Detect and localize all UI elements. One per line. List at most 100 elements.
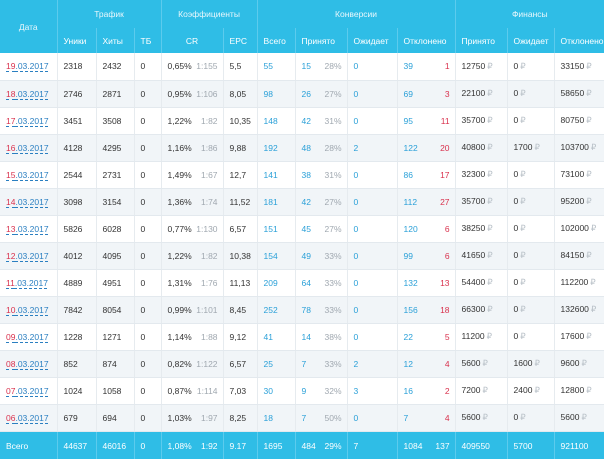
conv-rejected-cell: 16 2 <box>396 377 456 405</box>
conv-rejected-link[interactable]: 16 <box>403 385 414 396</box>
date-column-header[interactable]: Дата <box>0 0 57 53</box>
date-link[interactable]: 11.03.2017 <box>6 278 48 288</box>
conv-rejected-link[interactable]: 69 <box>403 88 414 99</box>
conv-accepted-link[interactable]: 64 <box>301 277 312 288</box>
conv-pending-link[interactable]: 0 <box>353 223 359 234</box>
conv-pending-cell: 0 <box>346 215 398 243</box>
conv-rejected-link[interactable]: 7 <box>403 412 409 423</box>
epc-value: 8,05 <box>229 88 247 99</box>
conv-pending-link[interactable]: 0 <box>353 304 359 315</box>
conv-total-link[interactable]: 181 <box>263 196 278 207</box>
conv-pending-link[interactable]: 0 <box>353 331 359 342</box>
conv-rejected-link[interactable]: 39 <box>403 61 414 72</box>
conv-rejected-link[interactable]: 22 <box>403 331 414 342</box>
conv-total-link[interactable]: 154 <box>263 250 278 261</box>
conv-rejected-link[interactable]: 132 <box>403 277 418 288</box>
conv-total-link[interactable]: 141 <box>263 169 278 180</box>
conv-pending-link[interactable]: 0 <box>353 196 359 207</box>
conv-total-link[interactable]: 98 <box>263 88 274 99</box>
date-link[interactable]: 12.03.2017 <box>6 251 49 261</box>
ruble-sign: ₽ <box>520 169 526 179</box>
uniq-column-header[interactable]: Уники <box>56 28 96 53</box>
conv-pending-link[interactable]: 0 <box>353 115 359 126</box>
conv-accepted-link[interactable]: 38 <box>301 169 312 180</box>
cr-ratio: 1:97 <box>200 412 218 423</box>
fin-rejected-column-header[interactable]: Отклонено <box>553 28 604 53</box>
fin-pending-column-header[interactable]: Ожидает <box>506 28 555 53</box>
conv-rejected-cell: 69 3 <box>396 80 456 108</box>
date-link[interactable]: 15.03.2017 <box>6 170 49 180</box>
conv-pending-link[interactable]: 2 <box>353 142 359 153</box>
conv-pending-link[interactable]: 0 <box>353 88 359 99</box>
date-cell: 19.03.2017 <box>0 53 57 81</box>
conv-accepted-link[interactable]: 9 <box>301 385 307 396</box>
conv-accepted-link[interactable]: 7 <box>301 358 307 369</box>
date-link[interactable]: 06.03.2017 <box>6 413 49 423</box>
cr-column-header[interactable]: CR <box>160 28 224 53</box>
conv-accepted-link[interactable]: 45 <box>301 223 312 234</box>
fin-accepted-column-header[interactable]: Принято <box>454 28 508 53</box>
coefficients-group-header: Коэффициенты <box>160 0 258 28</box>
hits-column-header[interactable]: Хиты <box>95 28 134 53</box>
conv-pending-link[interactable]: 2 <box>353 358 359 369</box>
conv-total-column-header[interactable]: Всего <box>256 28 296 53</box>
conv-accepted-column-header[interactable]: Принято <box>294 28 348 53</box>
conv-total-link[interactable]: 252 <box>263 304 278 315</box>
conv-accepted-link[interactable]: 49 <box>301 250 312 261</box>
date-link[interactable]: 08.03.2017 <box>6 359 49 369</box>
date-link[interactable]: 16.03.2017 <box>6 143 49 153</box>
conv-rejected-link[interactable]: 12 <box>403 358 414 369</box>
tb-value: 0 <box>140 385 146 396</box>
conv-accepted-pct: 33% <box>324 250 342 261</box>
conv-pending-link[interactable]: 0 <box>353 169 359 180</box>
conv-pending-link[interactable]: 0 <box>353 412 359 423</box>
date-link[interactable]: 10.03.2017 <box>6 305 49 315</box>
conv-rejected-link[interactable]: 95 <box>403 115 414 126</box>
date-link[interactable]: 13.03.2017 <box>6 224 49 234</box>
conv-total-link[interactable]: 41 <box>263 331 274 342</box>
conv-rejected-link[interactable]: 99 <box>403 250 414 261</box>
epc-cell: 8,25 <box>222 404 258 432</box>
conv-accepted-link[interactable]: 14 <box>301 331 312 342</box>
conv-total-link[interactable]: 209 <box>263 277 278 288</box>
conv-total-link[interactable]: 192 <box>263 142 278 153</box>
conv-rejected-count: 18 <box>440 304 450 315</box>
date-link[interactable]: 18.03.2017 <box>6 89 49 99</box>
date-month-year: .03.2017 <box>15 61 49 72</box>
conv-pending-link[interactable]: 0 <box>353 61 359 72</box>
date-link[interactable]: 17.03.2017 <box>6 116 49 126</box>
tb-column-header[interactable]: ТБ <box>133 28 162 53</box>
date-link[interactable]: 19.03.2017 <box>6 61 49 71</box>
conv-accepted-link[interactable]: 48 <box>301 142 312 153</box>
conv-total-link[interactable]: 18 <box>263 412 274 423</box>
conv-pending-column-header[interactable]: Ожидает <box>346 28 398 53</box>
conv-rejected-link[interactable]: 112 <box>403 196 418 207</box>
conv-rejected-link[interactable]: 122 <box>403 142 418 153</box>
epc-column-header[interactable]: EPC <box>222 28 258 53</box>
conv-rejected-link[interactable]: 86 <box>403 169 414 180</box>
conv-rejected-link[interactable]: 120 <box>403 223 418 234</box>
date-link[interactable]: 07.03.2017 <box>6 386 49 396</box>
conv-total-link[interactable]: 151 <box>263 223 278 234</box>
fin-accepted-cell: 5600 ₽ <box>454 404 508 432</box>
date-link[interactable]: 14.03.2017 <box>6 197 49 207</box>
conv-rejected-column-header[interactable]: Отклонено <box>396 28 456 53</box>
table-row: 06.03.2017 679 694 0 1,03% 1:97 8,25 18 7 50% 0 7 4 5… <box>0 404 604 432</box>
conv-total-link[interactable]: 55 <box>263 61 274 72</box>
conv-total-link[interactable]: 25 <box>263 358 274 369</box>
date-link[interactable]: 09.03.2017 <box>6 332 49 342</box>
conv-accepted-link[interactable]: 42 <box>301 196 312 207</box>
conv-accepted-link[interactable]: 15 <box>301 61 312 72</box>
conv-total-link[interactable]: 30 <box>263 385 274 396</box>
conv-pending-link[interactable]: 0 <box>353 277 359 288</box>
conv-accepted-link[interactable]: 42 <box>301 115 312 126</box>
cr-cell: 0,77% 1:130 <box>160 215 224 243</box>
conv-accepted-link[interactable]: 26 <box>301 88 312 99</box>
conv-pending-link[interactable]: 0 <box>353 250 359 261</box>
hits-value: 1271 <box>102 331 122 342</box>
conv-accepted-link[interactable]: 7 <box>301 412 307 423</box>
conv-pending-link[interactable]: 3 <box>353 385 359 396</box>
conv-total-link[interactable]: 148 <box>263 115 278 126</box>
conv-accepted-link[interactable]: 78 <box>301 304 312 315</box>
conv-rejected-link[interactable]: 156 <box>403 304 418 315</box>
